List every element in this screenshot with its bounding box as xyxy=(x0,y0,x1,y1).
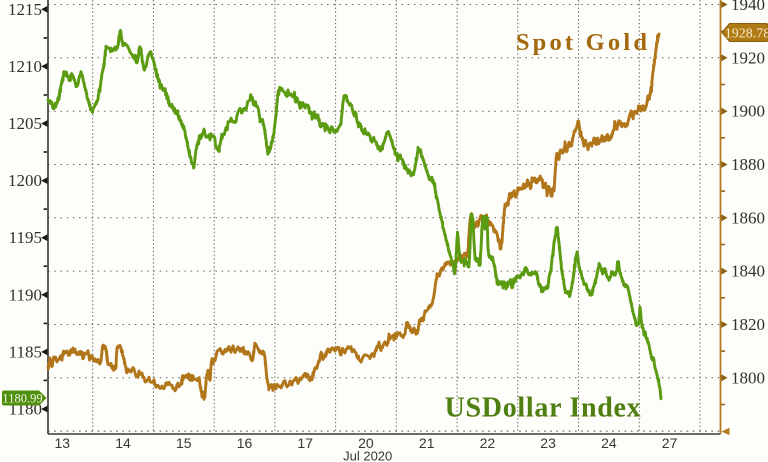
svg-text:1180.99: 1180.99 xyxy=(2,392,42,406)
svg-text:15: 15 xyxy=(176,435,192,451)
svg-text:1860: 1860 xyxy=(731,208,765,227)
svg-text:1195: 1195 xyxy=(9,228,42,247)
svg-text:Jul 2020: Jul 2020 xyxy=(343,449,392,462)
svg-text:Spot Gold: Spot Gold xyxy=(516,29,650,56)
svg-text:27: 27 xyxy=(662,435,678,451)
svg-text:14: 14 xyxy=(115,435,131,451)
svg-text:1200: 1200 xyxy=(8,171,42,190)
svg-text:22: 22 xyxy=(480,435,496,451)
svg-text:13: 13 xyxy=(55,435,71,451)
svg-text:16: 16 xyxy=(237,435,253,451)
svg-text:21: 21 xyxy=(419,435,435,451)
svg-text:1900: 1900 xyxy=(731,102,765,121)
svg-text:1940: 1940 xyxy=(731,0,765,14)
svg-text:1880: 1880 xyxy=(731,155,765,174)
svg-text:USDollar Index: USDollar Index xyxy=(445,393,642,424)
svg-text:1185: 1185 xyxy=(9,342,42,361)
svg-text:20: 20 xyxy=(358,435,374,451)
svg-text:1800: 1800 xyxy=(731,368,765,387)
svg-text:1210: 1210 xyxy=(8,57,42,76)
svg-text:1215: 1215 xyxy=(8,0,42,19)
svg-text:1190: 1190 xyxy=(9,285,42,304)
svg-text:1920: 1920 xyxy=(731,48,765,67)
svg-text:24: 24 xyxy=(601,435,617,451)
svg-text:1840: 1840 xyxy=(731,262,765,281)
svg-text:17: 17 xyxy=(297,435,313,451)
svg-text:1820: 1820 xyxy=(731,315,765,334)
svg-text:1928.78: 1928.78 xyxy=(725,27,768,42)
svg-text:23: 23 xyxy=(540,435,556,451)
svg-text:1205: 1205 xyxy=(8,114,42,133)
